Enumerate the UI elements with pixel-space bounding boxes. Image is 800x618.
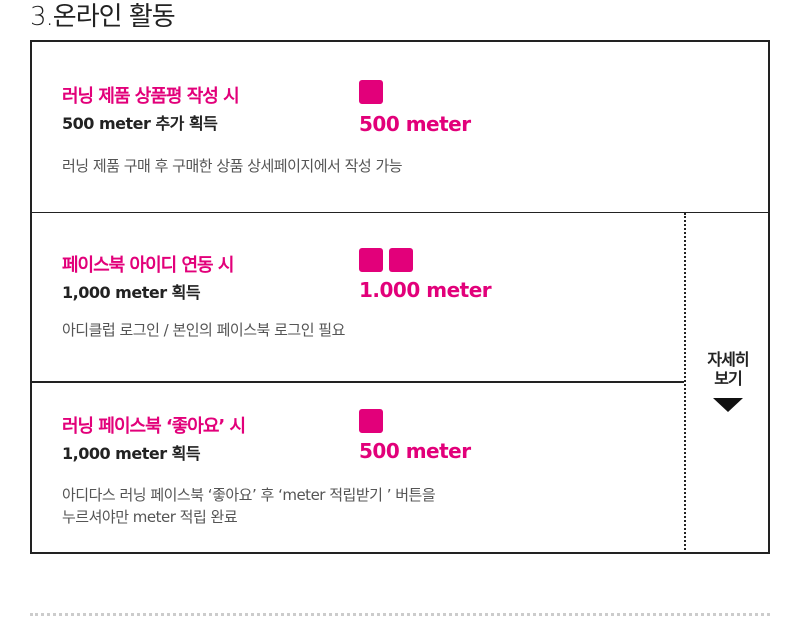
activity-row-review: 러닝 제품 상품평 작성 시 500 meter 추가 획득 500 meter… bbox=[32, 42, 768, 213]
activity-title: 페이스북 아이디 연동 시 bbox=[62, 255, 234, 276]
meter-squares bbox=[359, 409, 383, 433]
activity-subtitle: 1,000 meter 획득 bbox=[62, 283, 201, 302]
activity-description: 러닝 제품 구매 후 구매한 상품 상세페이지에서 작성 가능 bbox=[62, 155, 403, 177]
vertical-divider bbox=[684, 213, 686, 554]
online-activity-table: 러닝 제품 상품평 작성 시 500 meter 추가 획득 500 meter… bbox=[30, 40, 770, 554]
section-title: 3.온라인 활동 bbox=[30, 2, 176, 32]
meter-square-icon bbox=[359, 80, 383, 104]
activity-row-facebook-link: 페이스북 아이디 연동 시 1,000 meter 획득 1.000 meter… bbox=[32, 213, 684, 383]
activity-description: 아디클럽 로그인 / 본인의 페이스북 로그인 필요 bbox=[62, 319, 345, 341]
meter-squares bbox=[359, 248, 413, 272]
activity-row-facebook-like: 러닝 페이스북 ‘좋아요’ 시 1,000 meter 획득 500 meter… bbox=[32, 383, 684, 554]
meter-square-icon bbox=[389, 248, 413, 272]
meter-amount: 500 meter bbox=[359, 112, 471, 136]
meter-amount: 1.000 meter bbox=[359, 278, 492, 302]
activity-description: 아디다스 러닝 페이스북 ‘좋아요’ 후 ‘meter 적립받기 ’ 버튼을 누… bbox=[62, 484, 436, 528]
description-line: 누르셔야만 meter 적립 완료 bbox=[62, 508, 238, 526]
section-divider bbox=[30, 613, 770, 616]
activity-title: 러닝 제품 상품평 작성 시 bbox=[62, 86, 240, 107]
meter-square-icon bbox=[359, 409, 383, 433]
meter-squares bbox=[359, 80, 383, 104]
triangle-down-icon bbox=[713, 398, 743, 412]
meter-amount: 500 meter bbox=[359, 439, 471, 463]
view-details-button[interactable]: 자세히 보기 bbox=[686, 350, 770, 412]
meter-square-icon bbox=[359, 248, 383, 272]
description-line: 러닝 제품 구매 후 구매한 상품 상세페이지에서 작성 가능 bbox=[62, 157, 403, 175]
activity-subtitle: 500 meter 추가 획득 bbox=[62, 114, 218, 133]
view-details-label: 보기 bbox=[714, 369, 742, 388]
activity-subtitle: 1,000 meter 획득 bbox=[62, 444, 201, 463]
description-line: 아디클럽 로그인 / 본인의 페이스북 로그인 필요 bbox=[62, 321, 345, 339]
activity-title: 러닝 페이스북 ‘좋아요’ 시 bbox=[62, 416, 246, 437]
view-details-label: 자세히 bbox=[707, 350, 749, 369]
description-line: 아디다스 러닝 페이스북 ‘좋아요’ 후 ‘meter 적립받기 ’ 버튼을 bbox=[62, 486, 436, 504]
